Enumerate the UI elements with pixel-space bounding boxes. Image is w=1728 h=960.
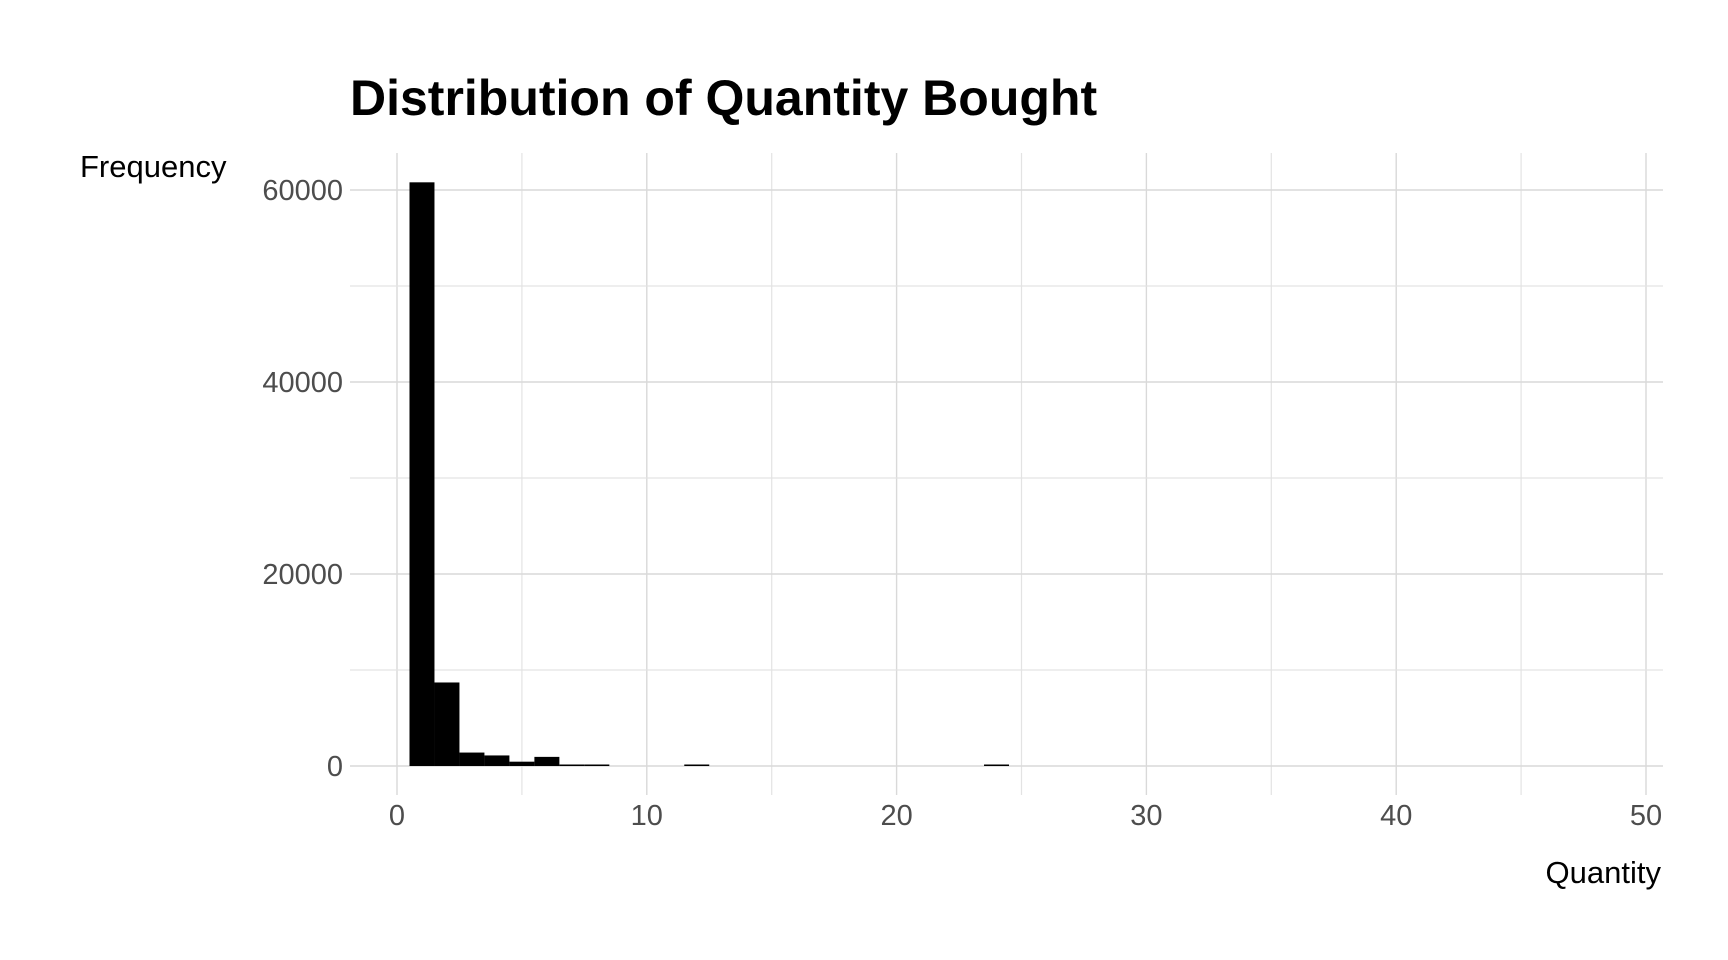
histogram-bar-1 bbox=[409, 182, 435, 766]
histogram-bar-8 bbox=[584, 764, 610, 766]
histogram-bar-7 bbox=[559, 764, 585, 766]
histogram-bar-12 bbox=[684, 764, 710, 766]
x-tick-label: 10 bbox=[631, 800, 663, 832]
y-tick-label: 40000 bbox=[262, 367, 343, 399]
x-tick-label: 30 bbox=[1130, 800, 1162, 832]
histogram-bar-5 bbox=[509, 761, 535, 766]
histogram-bar-24 bbox=[984, 764, 1010, 766]
bar-layer bbox=[409, 182, 1010, 766]
histogram-bar-3 bbox=[459, 752, 485, 766]
x-axis-title: Quantity bbox=[1546, 855, 1662, 890]
histogram-bar-6 bbox=[534, 756, 560, 766]
x-tick-label: 40 bbox=[1380, 800, 1412, 832]
y-axis-title: Frequency bbox=[80, 149, 227, 184]
y-tick-label: 20000 bbox=[262, 559, 343, 591]
grid-layer bbox=[350, 153, 1663, 795]
x-tick-label: 0 bbox=[389, 800, 405, 832]
tick-label-layer: 0 10 20 30 40 50 0 20000 40000 60000 bbox=[262, 175, 1662, 832]
y-tick-label: 60000 bbox=[262, 175, 343, 207]
chart-title: Distribution of Quantity Bought bbox=[350, 70, 1097, 126]
histogram-bar-4 bbox=[484, 755, 510, 766]
y-tick-label: 0 bbox=[327, 751, 343, 783]
histogram-bar-2 bbox=[434, 682, 460, 766]
x-tick-label: 50 bbox=[1630, 800, 1662, 832]
x-tick-label: 20 bbox=[880, 800, 912, 832]
